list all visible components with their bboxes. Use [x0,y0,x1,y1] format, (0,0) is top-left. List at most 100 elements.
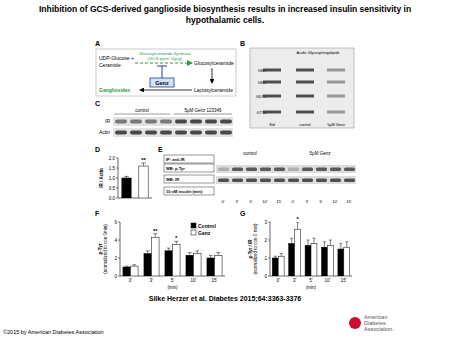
time-label: 0' [221,199,224,204]
tlc-band [327,69,345,72]
reaction-arrow [212,68,213,83]
error-bar [296,222,299,229]
error-bar [141,163,146,166]
time-label: 5' [249,199,252,204]
y-tick [268,222,270,223]
y-tick-label: 0 [114,274,117,279]
x-tick-label: 5' [171,278,175,283]
logo-mark [349,317,361,329]
time-label: 15' [276,199,282,204]
blot-band [175,131,187,135]
x-axis-label: (min) [306,285,317,290]
blot-band [302,179,313,183]
blot-strip [113,117,233,126]
x-tick-label: 3' [150,278,154,283]
y-tick [268,240,270,241]
significance: * [175,235,178,241]
node: UDP-Glucose + [99,55,134,61]
time-label: 10' [332,199,338,204]
group-label: control [135,108,149,113]
inhibition [162,66,163,78]
legend-label: Genz [198,230,211,236]
error-bar [195,251,199,254]
lane-label: control [299,123,311,127]
bar [165,251,173,276]
time-label: 3' [305,199,308,204]
blot-band [260,168,271,172]
plate-header: Acidic Glycosphingolipids [297,51,340,55]
panel-label: E [158,146,163,153]
blot-band [205,131,217,135]
y-tick [116,168,118,169]
error-bar [323,242,326,247]
legend-swatch [191,223,196,228]
bars [123,234,222,276]
reaction-arrow [135,63,192,64]
error-bar [174,241,178,244]
blot-band [115,120,127,124]
blot-band [205,120,217,124]
blot-band [130,120,142,124]
blot-band [175,120,187,124]
y-tick-label: 2.0 [109,156,116,161]
bar [272,258,278,276]
blot-band [246,168,257,172]
bar [139,166,148,198]
node: Ceramide [99,62,121,68]
y-tick-label: 1.0 [109,176,116,181]
error-bar [307,240,310,245]
x-tick-label: 15' [341,278,347,283]
x-tick-label: 10' [324,278,330,283]
blot-band [246,179,257,183]
gene: (GCS gene: Ugcg) [148,56,183,61]
error-bar [153,234,157,238]
y-tick [116,198,118,199]
y-tick-label: 6 [114,220,117,225]
blot-band [316,168,327,172]
blot-band [130,131,142,135]
bars [122,163,148,198]
y-tick [118,276,120,277]
tlc-band [263,111,281,114]
bar [289,244,295,276]
tlc-band [263,95,281,98]
publisher: Association. [364,326,394,332]
blot-band [190,120,202,124]
significance: ** [141,157,146,163]
bar [305,245,311,276]
error-bar [216,253,220,256]
time-label: 3' [235,199,238,204]
blot-band [218,179,229,183]
significance: ** [153,228,158,234]
y-tick [118,240,120,241]
blot-band [316,179,327,183]
x-tick-label: 3' [293,278,297,283]
bar [344,247,350,276]
panel-label: F [95,210,100,217]
x-tick-label: 0' [129,278,133,283]
copyright: ©2015 by American Diabetes Association [3,329,104,335]
tlc-band [327,81,345,84]
figure: Inhibition of GCS-derived ganglioside bi… [0,0,450,338]
panel-label: C [95,100,100,107]
error-bar [124,176,129,178]
row-label: 10 nM insulin (min) [166,189,203,194]
y-tick-label: 0.0 [109,196,116,201]
y-tick-label: 2 [264,238,267,243]
blot-band [260,179,271,183]
error-bar [167,248,171,251]
blot-band [232,168,243,172]
error-bar [339,244,342,249]
x-tick-label: 0' [277,278,281,283]
row-label: WB: IR [166,177,179,182]
y-tick-label: 0.5 [109,186,116,191]
x-tick-label: 15' [212,278,218,283]
blot-band [344,179,355,183]
time-label: 10' [262,199,268,204]
panel-label: G [240,210,246,217]
y-axis-label: (normalized to con 0min) [103,224,108,274]
row-label: IP: anti-IR [166,157,185,162]
reaction-arrow [140,90,192,91]
y-tick [116,178,118,179]
blot-band [288,168,299,172]
